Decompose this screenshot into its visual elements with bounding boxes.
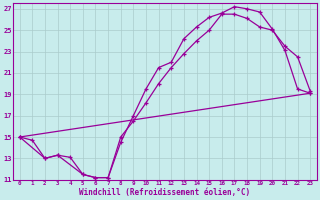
- X-axis label: Windchill (Refroidissement éolien,°C): Windchill (Refroidissement éolien,°C): [79, 188, 251, 197]
